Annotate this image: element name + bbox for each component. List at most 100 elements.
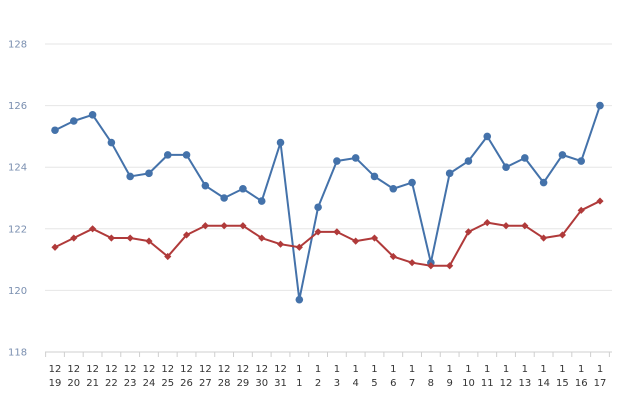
x-tick-label-month: 12 <box>105 364 118 375</box>
data-point <box>295 243 303 251</box>
x-tick-label-month: 1 <box>390 364 396 375</box>
x-tick-label-day: 25 <box>161 378 174 389</box>
x-tick-label-day: 4 <box>353 378 359 389</box>
data-point <box>239 222 247 230</box>
x-tick-label-day: 26 <box>180 378 193 389</box>
data-point <box>540 234 548 242</box>
x-tick-label-day: 19 <box>49 378 62 389</box>
x-tick-label-day: 20 <box>67 378 80 389</box>
gridlines <box>45 43 612 291</box>
data-point <box>502 222 510 230</box>
x-tick-label-month: 1 <box>446 364 452 375</box>
x-tick-label-month: 1 <box>315 364 321 375</box>
data-point <box>88 111 97 119</box>
series-line-2 <box>54 200 601 267</box>
data-point <box>276 240 285 248</box>
data-point <box>314 203 322 212</box>
x-tick-label-day: 6 <box>390 378 396 389</box>
x-tick-label-day: 1 <box>296 378 302 389</box>
x-axis-labels: 1219122012211222122312241225122612271228… <box>49 364 607 389</box>
data-point <box>276 138 285 147</box>
x-tick-label-month: 1 <box>465 364 471 375</box>
x-tick-label-day: 9 <box>446 378 452 389</box>
x-tick-label-day: 27 <box>199 378 212 389</box>
series-lines <box>54 105 601 301</box>
x-tick-label-month: 12 <box>237 364 250 375</box>
data-point <box>163 151 172 159</box>
data-point <box>558 151 567 159</box>
x-tick-label-day: 24 <box>143 378 156 389</box>
x-tick-label-month: 1 <box>371 364 377 375</box>
x-tick-label-day: 29 <box>237 378 250 389</box>
data-point <box>502 163 510 171</box>
data-point <box>201 222 209 230</box>
data-point <box>370 234 379 242</box>
data-point <box>427 262 435 270</box>
x-tick-label-day: 13 <box>518 378 531 389</box>
x-tick-label-day: 31 <box>274 378 287 389</box>
data-point <box>145 169 153 178</box>
y-tick-label: 122 <box>8 224 27 235</box>
x-tick-label-month: 1 <box>334 364 340 375</box>
data-point <box>88 225 97 233</box>
x-tick-label-month: 1 <box>296 364 302 375</box>
data-point <box>220 194 228 202</box>
data-point <box>51 126 59 135</box>
x-tick-label-month: 12 <box>143 364 156 375</box>
x-axis <box>45 351 612 357</box>
x-tick-label-day: 16 <box>575 378 588 389</box>
data-point <box>164 252 172 261</box>
data-point <box>70 234 78 242</box>
x-tick-label-month: 12 <box>67 364 80 375</box>
data-point <box>521 154 529 162</box>
y-tick-label: 118 <box>8 348 27 359</box>
data-point <box>596 197 604 205</box>
x-tick-label-day: 3 <box>334 378 340 389</box>
data-point <box>182 231 191 239</box>
data-point <box>558 231 567 239</box>
y-tick-label: 124 <box>8 163 27 174</box>
x-tick-label-month: 12 <box>161 364 174 375</box>
x-tick-label-month: 1 <box>484 364 490 375</box>
x-tick-label-day: 2 <box>315 378 321 389</box>
x-tick-label-day: 30 <box>255 378 268 389</box>
x-tick-label-month: 1 <box>353 364 359 375</box>
x-tick-label-month: 1 <box>409 364 415 375</box>
data-point <box>239 184 247 193</box>
data-point <box>126 172 134 181</box>
data-point <box>201 181 210 190</box>
x-tick-label-month: 12 <box>218 364 231 375</box>
x-tick-label-month: 12 <box>199 364 212 375</box>
x-tick-label-month: 12 <box>124 364 137 375</box>
data-point <box>577 206 585 214</box>
data-point <box>577 157 586 165</box>
x-tick-label-month: 12 <box>49 364 62 375</box>
x-tick-label-day: 7 <box>409 378 415 389</box>
series-line-1 <box>54 105 601 301</box>
data-point <box>107 138 116 147</box>
data-point <box>408 259 416 267</box>
x-tick-label-month: 1 <box>522 364 528 375</box>
data-point <box>370 172 379 181</box>
data-point <box>521 222 529 230</box>
x-tick-label-month: 1 <box>578 364 584 375</box>
x-tick-label-month: 12 <box>180 364 193 375</box>
x-tick-label-day: 10 <box>462 378 475 389</box>
data-point <box>182 151 191 159</box>
data-point <box>333 228 341 236</box>
y-tick-label: 126 <box>8 101 27 112</box>
x-tick-label-month: 1 <box>559 364 565 375</box>
data-point <box>126 234 134 242</box>
y-axis-labels: 118 120 122 124 126 128 <box>8 40 27 359</box>
x-tick-label-day: 8 <box>428 378 434 389</box>
x-tick-label-day: 23 <box>124 378 137 389</box>
data-point <box>258 234 266 242</box>
data-point <box>483 219 491 227</box>
data-point <box>314 228 322 236</box>
data-point <box>408 178 416 187</box>
x-tick-label-month: 12 <box>274 364 287 375</box>
data-point <box>352 237 360 245</box>
x-tick-label-month: 1 <box>428 364 434 375</box>
